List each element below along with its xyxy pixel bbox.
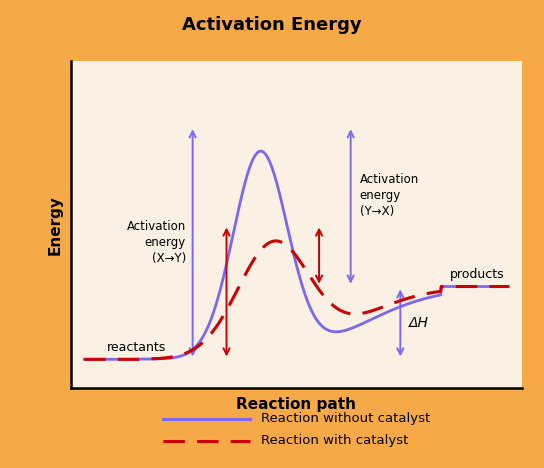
Text: Reaction with catalyst: Reaction with catalyst — [261, 434, 409, 447]
Text: Activation
energy
(Y→X): Activation energy (Y→X) — [360, 173, 419, 218]
X-axis label: Reaction path: Reaction path — [237, 397, 356, 412]
Text: Activation Energy: Activation Energy — [182, 16, 362, 34]
Text: reactants: reactants — [107, 341, 166, 354]
Text: products: products — [450, 268, 505, 281]
Text: ΔH: ΔH — [409, 316, 428, 330]
Text: Reaction without catalyst: Reaction without catalyst — [261, 412, 430, 425]
Text: Activation
energy
(X→Y): Activation energy (X→Y) — [127, 220, 186, 265]
Y-axis label: Energy: Energy — [47, 195, 63, 255]
